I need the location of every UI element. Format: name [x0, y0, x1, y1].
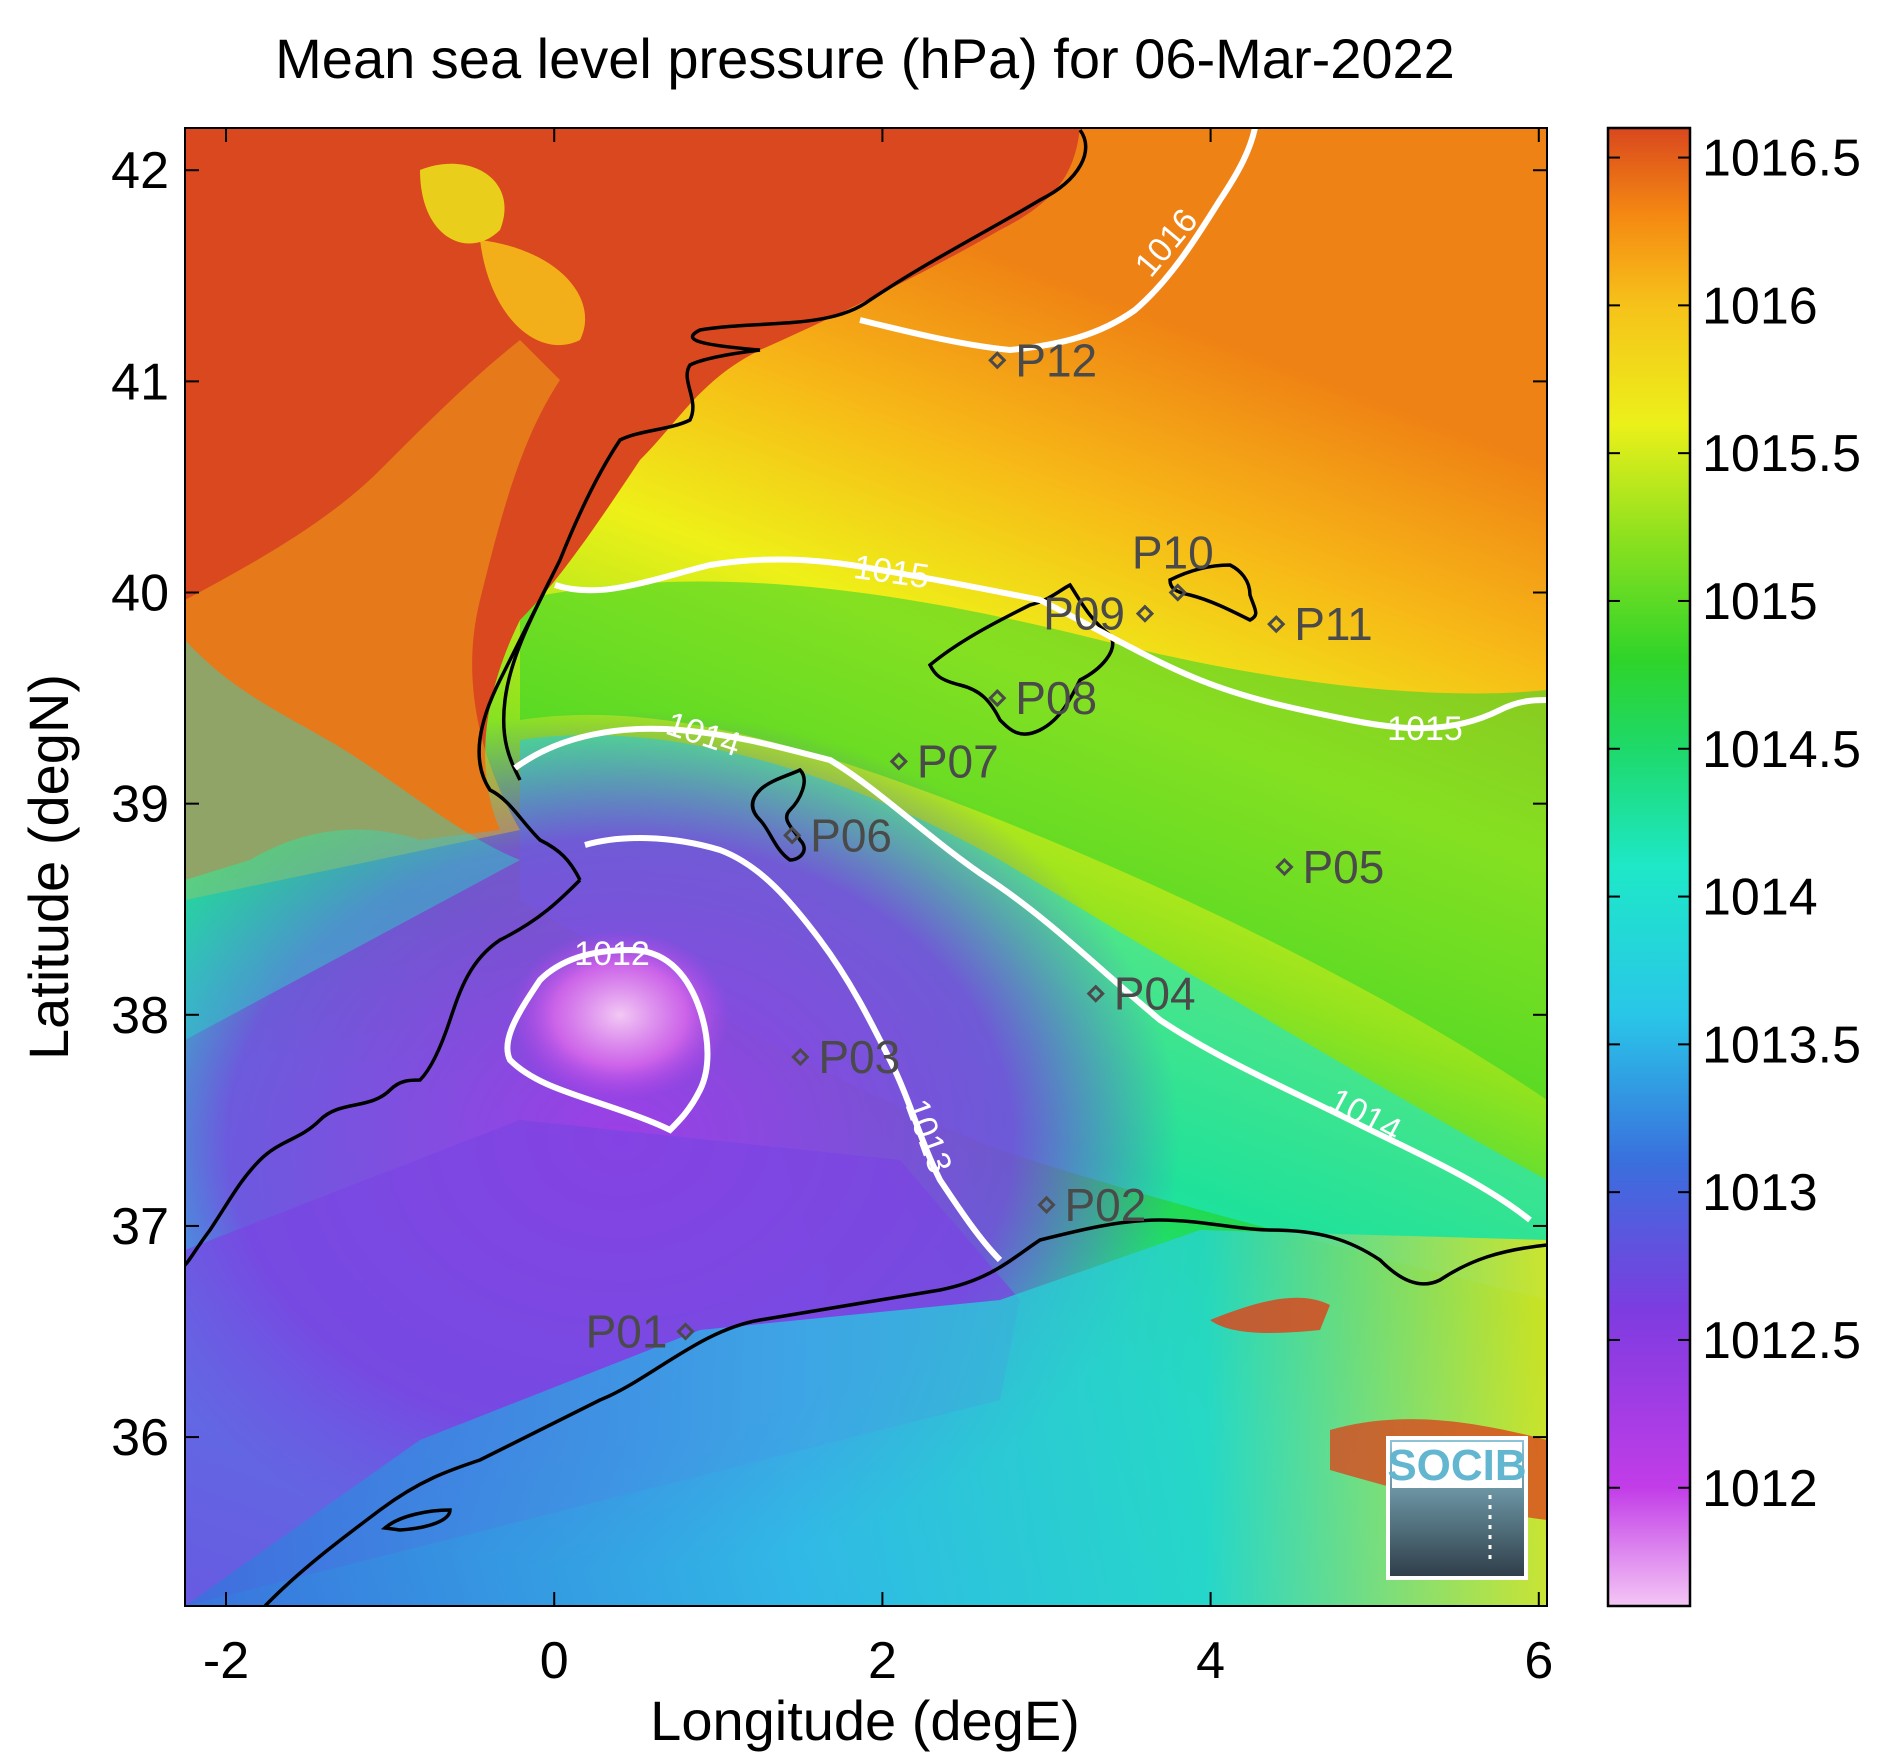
station-label: P11: [1294, 598, 1372, 650]
contour-label-1015-east: 1015: [1387, 710, 1463, 748]
socib-logo: SOCIB: [1386, 1436, 1528, 1580]
coastline-iberia-north: [477, 128, 1088, 881]
colorbar-tick-label: 1014: [1702, 869, 1818, 927]
coastline-alboran-island: [380, 1508, 452, 1532]
station-marker-icon: [1135, 604, 1155, 623]
station-label: P07: [917, 735, 999, 787]
colorbar-gradient: [1606, 126, 1692, 1608]
station-label: P06: [810, 809, 892, 861]
station-label: P01: [586, 1306, 668, 1358]
station-marker-icon: [791, 1047, 810, 1067]
x-tick-label: -2: [203, 1632, 249, 1690]
colorbar-ticks: 1012 1012.5 1013 1013.5 1014 1014.5 1015 1015.5…: [1608, 130, 1861, 1518]
x-tick-label: 2: [868, 1632, 897, 1690]
station-p01: P01: [586, 1306, 695, 1358]
station-p07: P07: [889, 735, 999, 787]
coastline-iberia-south: [185, 878, 582, 1267]
socib-logo-text: SOCIB: [1387, 1441, 1526, 1490]
colorbar-tick-label: 1012.5: [1702, 1312, 1861, 1370]
contour-1015: [554, 556, 1547, 732]
y-tick-label: 37: [111, 1198, 169, 1256]
station-p12: P12: [988, 334, 1097, 386]
contour-1012: [504, 946, 711, 1134]
station-label: P09: [1043, 588, 1125, 640]
station-p05: P05: [1275, 841, 1384, 893]
contour-lines: [504, 128, 1547, 1263]
station-marker-icon: [676, 1322, 695, 1341]
x-tick-label: 6: [1524, 1632, 1553, 1690]
colorbar-tick-label: 1016: [1702, 277, 1818, 335]
colorbar-tick-label: 1015: [1702, 573, 1818, 631]
station-marker-icon: [988, 351, 1007, 370]
station-p04: P04: [1086, 968, 1196, 1020]
contour-1016: [859, 128, 1258, 354]
colorbar-tick-label: 1013.5: [1702, 1016, 1861, 1074]
contour-label-1012: 1012: [574, 935, 650, 973]
station-label: P04: [1114, 968, 1196, 1020]
y-axis: 36 37 38 39 40 41 42: [111, 142, 1547, 1467]
y-axis-title: Latitude (degN): [17, 674, 80, 1060]
x-axis: -2 0 2 4 6: [203, 128, 1553, 1690]
station-marker-icon: [1037, 1195, 1056, 1214]
station-label: P08: [1015, 672, 1097, 724]
coastline-africa: [263, 1218, 1547, 1606]
station-label: P03: [818, 1031, 900, 1083]
station-label: P12: [1015, 334, 1097, 386]
coastline-ibiza: [750, 767, 806, 862]
x-axis-title: Longitude (degE): [650, 1689, 1080, 1752]
station-marker-icon: [1086, 984, 1105, 1003]
colorbar-tick-label: 1016.5: [1702, 130, 1861, 188]
station-label: P02: [1065, 1179, 1147, 1231]
y-tick-label: 42: [111, 142, 169, 200]
station-p10: P10: [1132, 527, 1214, 602]
colorbar-tick-label: 1013: [1702, 1164, 1818, 1222]
chart-title: Mean sea level pressure (hPa) for 06-Mar…: [275, 27, 1455, 90]
y-tick-label: 36: [111, 1409, 169, 1467]
station-marker-icon: [988, 688, 1007, 708]
station-label: P10: [1132, 527, 1214, 579]
y-tick-label: 38: [111, 987, 169, 1045]
coastline-mallorca: [927, 582, 1115, 736]
colorbar: 1012 1012.5 1013 1013.5 1014 1014.5 1015 1015.5…: [1606, 126, 1861, 1608]
station-marker-icon: [889, 752, 908, 771]
station-p11: P11: [1267, 598, 1373, 650]
station-marker-icon: [1168, 583, 1187, 602]
station-marker-icon: [783, 826, 802, 845]
station-p03: P03: [791, 1031, 900, 1083]
y-tick-label: 39: [111, 776, 169, 834]
x-tick-label: 0: [540, 1632, 569, 1690]
station-label: P05: [1302, 841, 1384, 893]
colorbar-tick-label: 1015.5: [1702, 425, 1861, 483]
colorbar-tick-label: 1014.5: [1702, 721, 1861, 779]
coastline-menorca: [1168, 563, 1258, 622]
station-p02: P02: [1037, 1179, 1147, 1231]
station-marker-icon: [1275, 857, 1294, 877]
colorbar-tick-label: 1012: [1702, 1460, 1818, 1518]
contour-1014: [513, 725, 1532, 1223]
station-p08: P08: [988, 672, 1097, 724]
map-frame: [184, 127, 1548, 1607]
x-tick-label: 4: [1196, 1632, 1225, 1690]
pressure-field: [185, 128, 1547, 1606]
y-tick-label: 41: [111, 353, 169, 411]
station-marker-icon: [1267, 615, 1286, 634]
contour-1013: [584, 835, 1003, 1263]
coastline-valencia-gulf: [501, 579, 552, 781]
coastlines: [185, 128, 1547, 1606]
station-p06: P06: [783, 809, 892, 861]
station-p09: P09: [1043, 588, 1155, 640]
y-tick-label: 40: [111, 565, 169, 623]
